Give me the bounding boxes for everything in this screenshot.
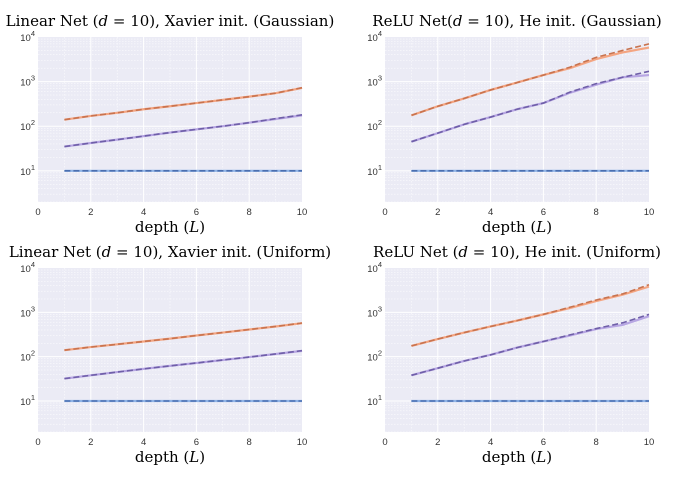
y-tick-label: 101	[367, 393, 382, 408]
minor-grid	[38, 37, 302, 203]
y-tick-label: 101	[20, 393, 35, 408]
series-line-orange-dashed	[64, 86, 303, 121]
series-line-purple-dashed	[64, 349, 303, 380]
x-axis-label: depth (L)	[135, 218, 205, 236]
y-tick-label: 103	[20, 74, 35, 89]
y-tick-label: 104	[20, 260, 35, 275]
x-tick-label: 4	[488, 437, 493, 448]
y-tick-label: 102	[20, 118, 35, 133]
x-tick-label: 0	[382, 207, 387, 218]
y-tick-label: 102	[367, 118, 382, 133]
x-tick-label: 10	[644, 207, 655, 218]
x-axis-label: depth (L)	[482, 448, 552, 466]
chart-title: Linear Net (d = 10), Xavier init. (Unifo…	[9, 243, 331, 261]
series-line-orange-dashed	[64, 322, 303, 351]
series-line-purple-dashed	[411, 313, 650, 377]
series-line-orange-dashed	[411, 283, 650, 347]
y-tick-label: 101	[20, 163, 35, 178]
y-tick-label: 104	[20, 29, 35, 44]
y-tick-label: 101	[367, 163, 382, 178]
x-tick-label: 2	[88, 207, 93, 218]
y-tick-label: 102	[20, 349, 35, 364]
x-tick-label: 0	[382, 437, 387, 448]
chart-title: ReLU Net (d = 10), He init. (Uniform)	[373, 243, 661, 261]
chart-title: Linear Net (d = 10), Xavier init. (Gauss…	[6, 12, 335, 30]
y-tick-label: 104	[367, 260, 382, 275]
x-axis-label: depth (L)	[482, 218, 552, 236]
series-line-purple-dashed	[64, 114, 303, 148]
x-tick-label: 4	[141, 207, 146, 218]
x-tick-label: 8	[247, 207, 252, 218]
y-tick-label: 103	[367, 74, 382, 89]
x-tick-label: 6	[194, 437, 199, 448]
x-tick-label: 0	[35, 207, 40, 218]
y-tick-label: 104	[367, 29, 382, 44]
x-tick-label: 2	[88, 437, 93, 448]
x-tick-label: 6	[194, 207, 199, 218]
x-tick-label: 10	[297, 437, 308, 448]
major-grid	[38, 268, 302, 432]
series-line-purple-dashed	[411, 70, 650, 143]
x-tick-label: 8	[247, 437, 252, 448]
x-tick-label: 0	[35, 437, 40, 448]
x-tick-label: 2	[435, 437, 440, 448]
chart-title: ReLU Net(d = 10), He init. (Gaussian)	[372, 12, 661, 30]
y-tick-label: 102	[367, 349, 382, 364]
x-tick-label: 8	[594, 437, 599, 448]
series-line-orange-dashed	[411, 43, 650, 117]
minor-grid	[38, 268, 302, 433]
x-tick-label: 4	[488, 207, 493, 218]
x-axis-label: depth (L)	[135, 448, 205, 466]
x-tick-label: 10	[644, 437, 655, 448]
x-tick-label: 6	[541, 437, 546, 448]
minor-grid	[385, 37, 649, 203]
y-tick-label: 103	[367, 304, 382, 319]
x-tick-label: 10	[297, 207, 308, 218]
minor-grid	[385, 268, 649, 433]
x-tick-label: 4	[141, 437, 146, 448]
y-tick-label: 103	[20, 304, 35, 319]
x-tick-label: 2	[435, 207, 440, 218]
x-tick-label: 8	[594, 207, 599, 218]
x-tick-label: 6	[541, 207, 546, 218]
